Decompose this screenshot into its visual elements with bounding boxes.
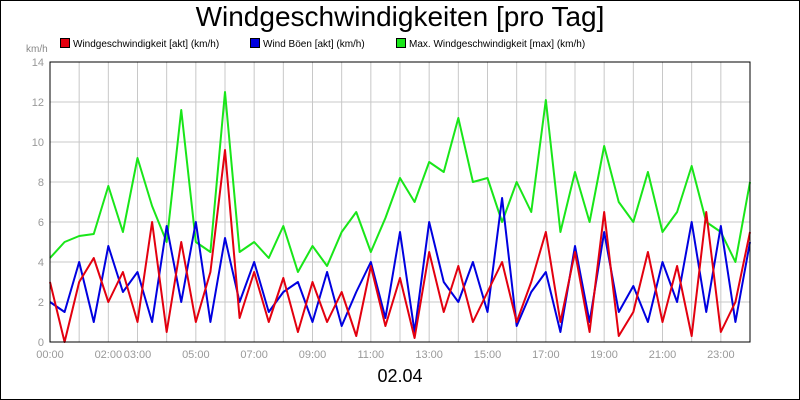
legend-label-wind-max: Max. Windgeschwindigkeit [max] (km/h) xyxy=(409,39,586,50)
legend-item-wind-akt: Windgeschwindigkeit [akt] (km/h) xyxy=(60,38,219,50)
x-tick-label: 07:00 xyxy=(240,349,268,361)
x-tick-label: 13:00 xyxy=(415,349,443,361)
legend-label-boeen-akt: Wind Böen [akt] (km/h) xyxy=(263,39,365,50)
y-tick-label: 2 xyxy=(38,297,44,309)
x-tick-label: 11:00 xyxy=(357,349,384,361)
x-tick-label: 15:00 xyxy=(474,349,502,361)
plot-border xyxy=(49,61,751,343)
y-tick-label: 4 xyxy=(38,257,44,269)
x-tick-label: 17:00 xyxy=(532,349,560,361)
legend-swatch-boeen-akt xyxy=(250,38,260,48)
y-axis-unit-label: km/h xyxy=(26,44,48,55)
legend-swatch-wind-akt xyxy=(60,38,70,48)
x-tick-label: 23:00 xyxy=(707,349,735,361)
x-tick-label: 19:00 xyxy=(590,349,618,361)
y-tick-label: 14 xyxy=(32,57,44,69)
x-tick-label: 02:00 xyxy=(95,349,123,361)
legend-item-boeen-akt: Wind Böen [akt] (km/h) xyxy=(250,38,365,50)
x-tick-label: 05:00 xyxy=(182,349,210,361)
x-tick-label: 09:00 xyxy=(299,349,327,361)
x-axis-date-label: 02.04 xyxy=(377,366,423,386)
x-tick-label: 03:00 xyxy=(124,349,152,361)
series-line-boeen-akt xyxy=(49,197,751,333)
legend-item-wind-max: Max. Windgeschwindigkeit [max] (km/h) xyxy=(396,38,585,50)
y-tick-label: 0 xyxy=(38,337,44,349)
y-axis-ticks: 0 2 4 6 8 10 12 14 xyxy=(32,57,44,349)
x-tick-label: 00:00 xyxy=(36,349,64,361)
x-axis-ticks: 00:00 02:00 03:00 05:00 07:00 09:00 11:00 13:00… xyxy=(36,349,734,361)
legend-label-wind-akt: Windgeschwindigkeit [akt] (km/h) xyxy=(73,39,220,50)
chart-title: Windgeschwindigkeiten [pro Tag] xyxy=(195,1,605,32)
y-tick-label: 12 xyxy=(32,97,44,109)
series-line-wind-akt xyxy=(49,149,751,343)
y-tick-label: 10 xyxy=(32,137,44,149)
y-tick-label: 6 xyxy=(38,217,44,229)
series-lines xyxy=(49,91,751,343)
series-line-wind-max xyxy=(49,91,751,273)
legend-swatch-wind-max xyxy=(396,38,406,48)
x-tick-label: 21:00 xyxy=(649,349,677,361)
y-tick-label: 8 xyxy=(38,177,44,189)
